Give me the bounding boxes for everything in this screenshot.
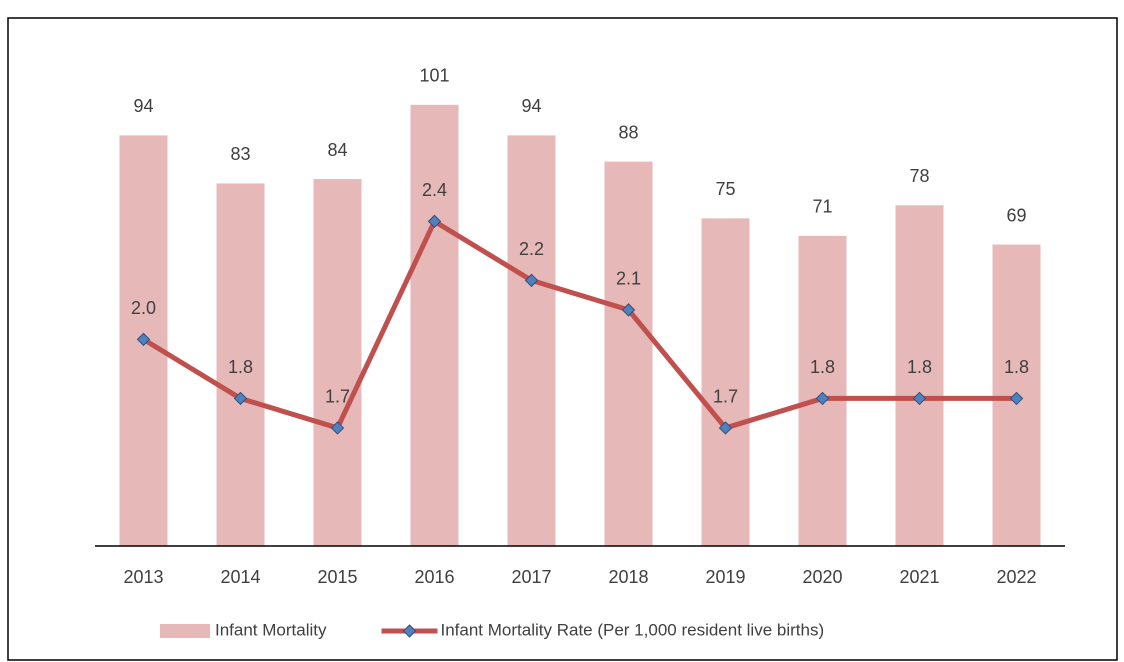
marker <box>233 391 248 406</box>
bar <box>701 218 750 546</box>
bar-value-label: 69 <box>1006 205 1026 225</box>
x-tick-label: 2014 <box>220 567 260 587</box>
x-tick-label: 2022 <box>996 567 1036 587</box>
x-tick-label: 2013 <box>123 567 163 587</box>
bar <box>604 161 653 546</box>
bar-value-label: 101 <box>419 66 449 86</box>
bar-value-label: 88 <box>618 122 638 142</box>
line-value-label: 2.4 <box>422 180 447 200</box>
line <box>142 218 1017 431</box>
line-value-label: 1.8 <box>810 357 835 377</box>
bar <box>507 135 556 546</box>
x-tick-label: 2017 <box>511 567 551 587</box>
bar-value-label: 75 <box>715 179 735 199</box>
marker <box>718 421 733 435</box>
marker <box>621 303 636 317</box>
line-value-label: 1.8 <box>228 357 253 377</box>
bar-value-label: 94 <box>521 96 541 116</box>
bar <box>216 183 265 546</box>
line-value-label: 1.8 <box>907 357 932 377</box>
line-value-label: 1.8 <box>1004 357 1029 377</box>
marker <box>1009 391 1024 406</box>
x-tick-label: 2015 <box>317 567 357 587</box>
legend-swatch <box>160 624 210 638</box>
bar-value-label: 78 <box>909 166 929 186</box>
marker <box>136 332 151 347</box>
bar <box>410 104 459 546</box>
bar-value-label: 94 <box>133 96 153 116</box>
x-tick-label: 2018 <box>608 567 648 587</box>
marker <box>815 391 830 406</box>
x-tick-label: 2021 <box>899 567 939 587</box>
x-tick-label: 2020 <box>802 567 842 587</box>
x-tick-label: 2019 <box>705 567 745 587</box>
line-value-label: 2.1 <box>616 269 641 289</box>
legend-label: Infant Mortality Rate (Per 1,000 residen… <box>441 620 825 639</box>
marker <box>330 421 345 435</box>
line-value-label: 1.7 <box>325 387 350 407</box>
bar <box>798 235 847 546</box>
bar-value-label: 71 <box>812 197 832 217</box>
chart-border <box>7 17 1118 661</box>
x-tick-label: 2016 <box>414 567 454 587</box>
legend-marker <box>402 624 417 638</box>
bar-value-label: 83 <box>230 144 250 164</box>
marker <box>427 214 442 229</box>
bar-value-label: 84 <box>327 140 347 160</box>
bar <box>895 205 944 546</box>
bar <box>313 179 362 546</box>
marker <box>524 273 539 288</box>
line-value-label: 2.0 <box>131 298 156 318</box>
marker <box>912 391 927 406</box>
line-value-label: 2.2 <box>519 239 544 259</box>
legend-label: Infant Mortality <box>215 620 327 639</box>
line-value-label: 1.7 <box>713 387 738 407</box>
